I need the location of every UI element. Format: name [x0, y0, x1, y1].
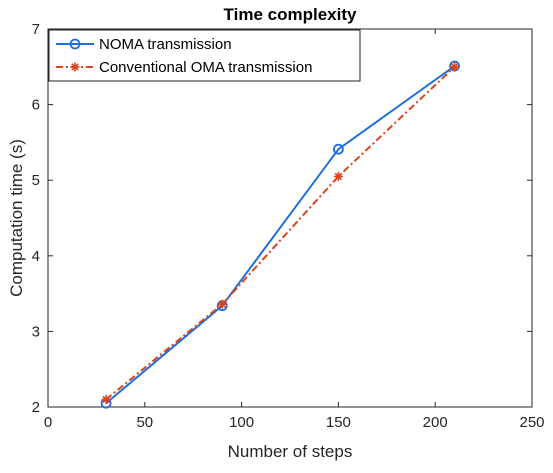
x-tick-label: 50: [136, 414, 153, 431]
plot-area: [47, 28, 533, 408]
x-tick-label: 150: [326, 414, 351, 431]
asterisk-stroke: [450, 63, 459, 71]
x-tick-labels: 0 50 100 150 200 250: [44, 414, 545, 431]
series-line-oma: [105, 66, 456, 401]
legend-box: [48, 29, 361, 82]
data-point-oma: [450, 62, 460, 72]
y-tick-label: 7: [32, 21, 40, 38]
legend-label-noma: NOMA transmission: [99, 36, 232, 53]
legend-label-oma: Conventional OMA transmission: [99, 59, 312, 76]
asterisk-stroke: [334, 172, 343, 181]
y-tick-label: 5: [32, 172, 40, 189]
x-tick-label: 0: [44, 414, 52, 431]
data-point-noma: [332, 143, 344, 155]
y-tick-labels: 2 3 4 5 6 7: [32, 21, 40, 416]
x-tick-label: 100: [229, 414, 254, 431]
legend-asterisk: [70, 62, 80, 72]
data-point-oma: [333, 171, 343, 181]
legend-marker-noma: [69, 38, 81, 50]
data-point-oma: [101, 394, 111, 404]
y-tick-label: 4: [32, 248, 40, 265]
y-tick-label: 6: [32, 97, 40, 114]
y-axis-label: Computation time (s): [7, 139, 26, 297]
legend-marker-oma: [70, 62, 80, 72]
x-tick-label: 200: [423, 414, 448, 431]
chart-title: Time complexity: [224, 5, 357, 24]
data-point-oma: [217, 299, 227, 309]
legend: NOMA transmission Conventional OMA trans…: [48, 29, 361, 82]
series-line-noma: [105, 65, 456, 404]
series-layer: [100, 60, 460, 409]
asterisk-stroke: [102, 395, 110, 404]
x-tick-label: 250: [519, 414, 544, 431]
y-tick-label: 3: [32, 323, 40, 340]
asterisk-stroke: [71, 63, 79, 71]
asterisk-stroke: [218, 300, 226, 308]
x-axis-label: Number of steps: [228, 442, 353, 461]
y-tick-label: 2: [32, 399, 40, 416]
